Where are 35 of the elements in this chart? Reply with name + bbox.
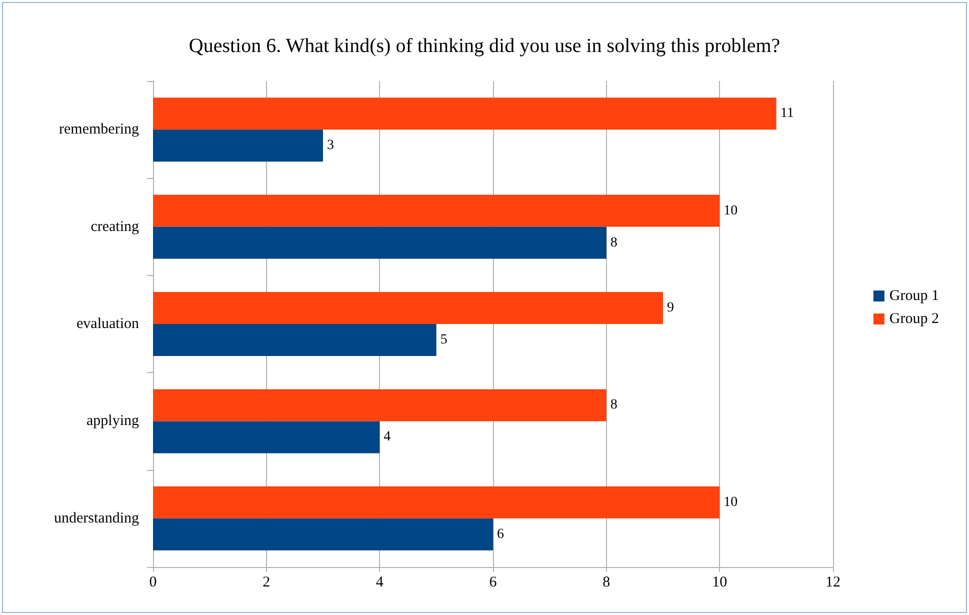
data-label: 8 xyxy=(610,398,618,413)
x-tick-label: 6 xyxy=(489,574,498,590)
y-tick-label: creating xyxy=(90,218,140,235)
x-tick-label: 12 xyxy=(826,574,840,590)
x-tick-label: 2 xyxy=(262,574,270,590)
data-label: 6 xyxy=(497,526,504,542)
chart-title: Question 6. What kind(s) of thinking did you use in solving this problem? xyxy=(188,35,780,57)
data-label: 9 xyxy=(667,300,674,316)
y-tick-label: evaluation xyxy=(76,316,140,332)
y-tick-label: applying xyxy=(86,413,140,430)
data-label: 5 xyxy=(440,332,448,348)
x-tick-label: 4 xyxy=(376,574,384,590)
bar xyxy=(153,486,720,518)
bar xyxy=(153,389,606,422)
bar xyxy=(153,98,776,130)
x-tick-label: 0 xyxy=(149,574,157,590)
bar xyxy=(153,292,663,324)
data-label: 10 xyxy=(724,494,738,510)
data-label: 8 xyxy=(610,235,618,250)
bar xyxy=(153,194,720,227)
data-label: 11 xyxy=(780,106,794,122)
data-label: 10 xyxy=(724,203,738,218)
legend-label: Group 1 xyxy=(889,288,939,304)
bar xyxy=(153,324,436,356)
bar xyxy=(153,421,380,454)
x-tick-label: 10 xyxy=(712,574,728,590)
bar xyxy=(153,518,493,550)
x-tick-label: 8 xyxy=(602,574,610,590)
data-label: 4 xyxy=(384,430,391,445)
data-label: 3 xyxy=(327,138,334,154)
y-tick-label: understanding xyxy=(54,510,140,526)
legend-label: Group 2 xyxy=(889,311,939,327)
y-tick-label: remembering xyxy=(59,122,140,138)
bar xyxy=(153,226,606,259)
bar xyxy=(153,130,323,162)
